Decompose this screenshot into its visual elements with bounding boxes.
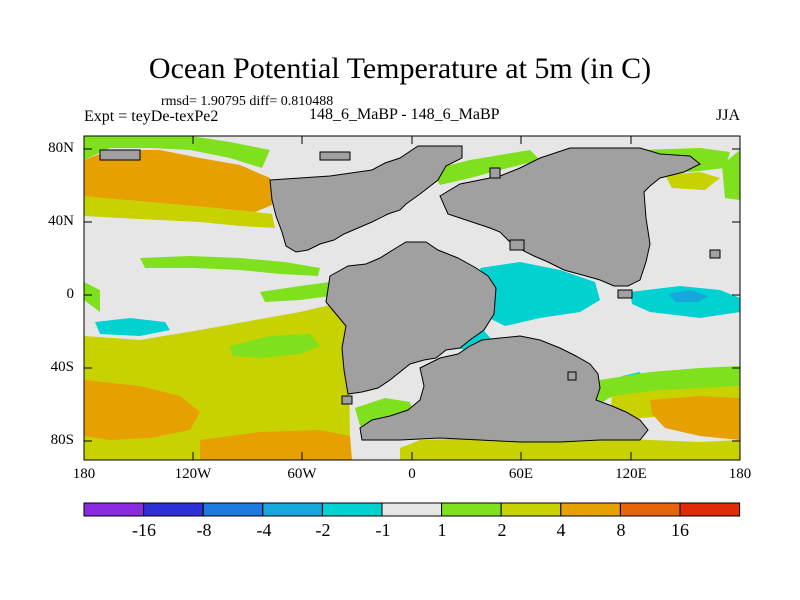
landmass-laurasia [269,145,463,253]
island-1 [99,149,141,161]
region-south-indian-orange [650,396,740,440]
island-8 [709,249,721,259]
chart-title: Ocean Potential Temperature at 5m (in C) [148,52,652,85]
landmass-gondwana-africa [325,241,497,395]
region-north-tethys-green [430,150,540,185]
colorbar-swatch [262,502,323,517]
island-6 [567,371,577,381]
y-ticks [84,148,740,442]
comparison-label: 148_6_MaBP - 148_6_MaBP [309,106,500,123]
island-3 [489,167,501,179]
region-north-yellow [665,172,720,190]
colorbar-swatch [679,502,741,517]
colorbar-label: -2 [315,520,331,540]
x-label-120e: 120E [615,466,647,482]
y-label-40s: 40S [50,359,74,375]
colorbar-swatch [560,502,621,517]
region-equatorial-blue [95,318,170,336]
colorbar-label: -8 [196,520,212,540]
x-label-120w: 120W [174,466,212,482]
y-label-80n: 80N [48,140,74,156]
region-east-green [722,150,740,200]
colorbar-label: 4 [556,520,566,540]
colorbar [83,502,741,517]
x-ticks [192,136,632,460]
landmass-asia [439,147,701,287]
x-label-180e: 180 [728,466,752,482]
colorbar-label: -16 [132,520,156,540]
colorbar-swatch [441,502,502,517]
colorbar-label: -4 [256,520,272,540]
region-south-indian-green [600,366,740,398]
season-label: JJA [716,107,741,124]
colorbar-label: 1 [437,520,447,540]
colorbar-swatch [143,502,204,517]
region-south-indian-yellow-2 [400,438,740,460]
region-south-pacific-orange-2 [200,430,352,460]
region-north-pacific-yellow [84,196,275,228]
colorbar-label: -1 [375,520,391,540]
x-label-180w: 180 [72,466,96,482]
region-indian-blue [668,290,708,302]
y-label-0: 0 [66,286,75,302]
colorbar-swatch [83,502,145,517]
x-label-60e: 60E [508,466,534,482]
colorbar-swatch [619,502,681,517]
island-2 [319,151,351,161]
experiment-label: Expt = teyDe-texPe2 [84,108,219,125]
island-5 [617,289,633,299]
region-tropical-north-green [140,256,320,276]
region-south-pacific-orange [84,380,200,440]
region-south-pacific-green [230,334,320,358]
colorbar-swatch [500,502,562,517]
colorbar-label: 2 [497,520,507,540]
x-label-60w: 60W [287,466,317,482]
colorbar-swatch [381,502,443,517]
colorbar-label: 8 [616,520,626,540]
region-south-pacific-green-2 [260,282,330,302]
colorbar-swatch [202,502,264,517]
island-7 [341,395,353,405]
stats-label: rmsd= 1.90795 diff= 0.810488 [161,94,334,109]
region-equatorial-green [84,282,100,312]
y-label-40n: 40N [48,213,74,229]
y-label-80s: 80S [50,432,74,448]
colorbar-label: 16 [671,520,689,540]
landmass-gondwana-south [359,335,649,443]
region-north-pacific-green [84,136,270,168]
x-label-0: 0 [408,466,416,482]
region-tethys-cyan [480,262,600,326]
colorbar-swatch [321,502,383,517]
region-north-pacific-orange [84,150,272,212]
island-4 [509,239,525,251]
